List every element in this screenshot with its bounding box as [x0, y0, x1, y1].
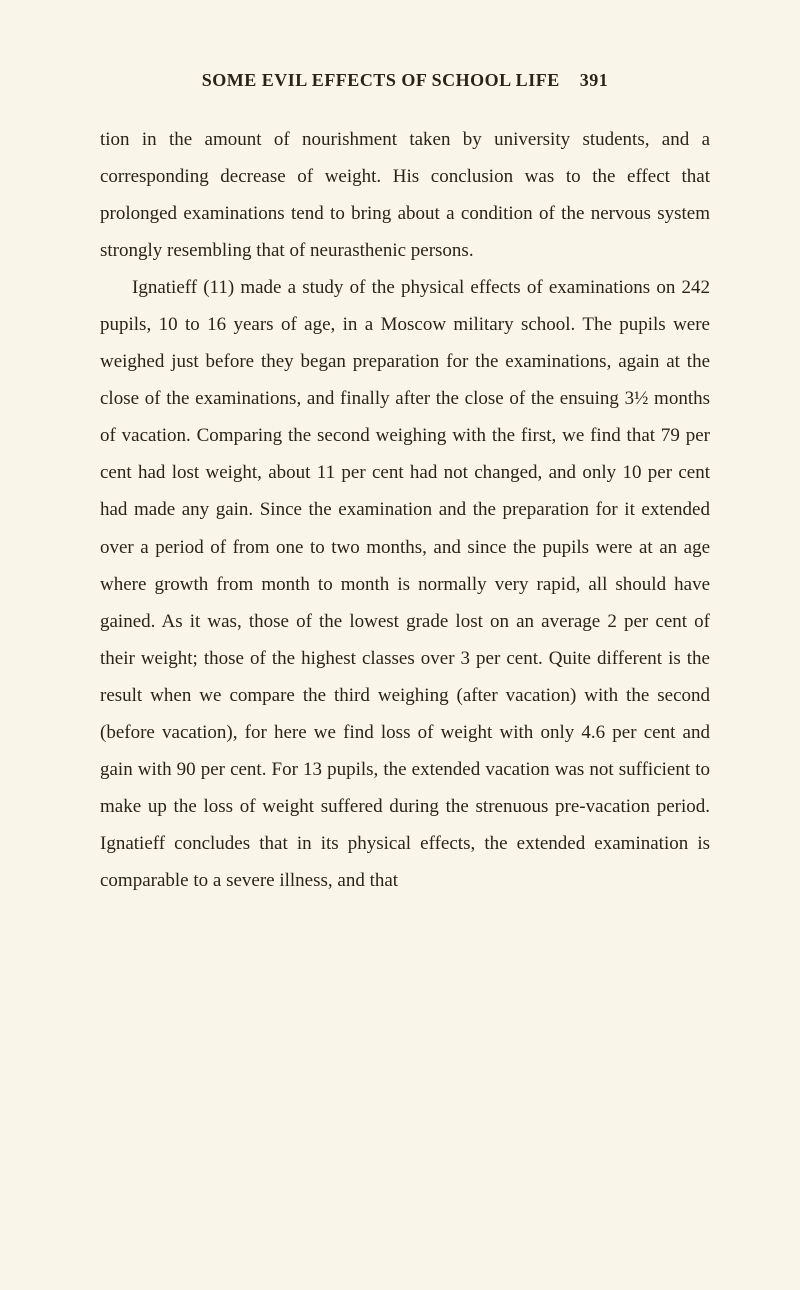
- header-title: SOME EVIL EFFECTS OF SCHOOL LIFE: [202, 70, 560, 90]
- body-content: tion in the amount of nourishment taken …: [100, 121, 710, 899]
- paragraph-2: Ignatieff (11) made a study of the physi…: [100, 269, 710, 899]
- header-spacer: [565, 70, 575, 90]
- paragraph-1: tion in the amount of nourishment taken …: [100, 121, 710, 269]
- page-number: 391: [580, 70, 609, 90]
- page-header: SOME EVIL EFFECTS OF SCHOOL LIFE 391: [100, 70, 710, 91]
